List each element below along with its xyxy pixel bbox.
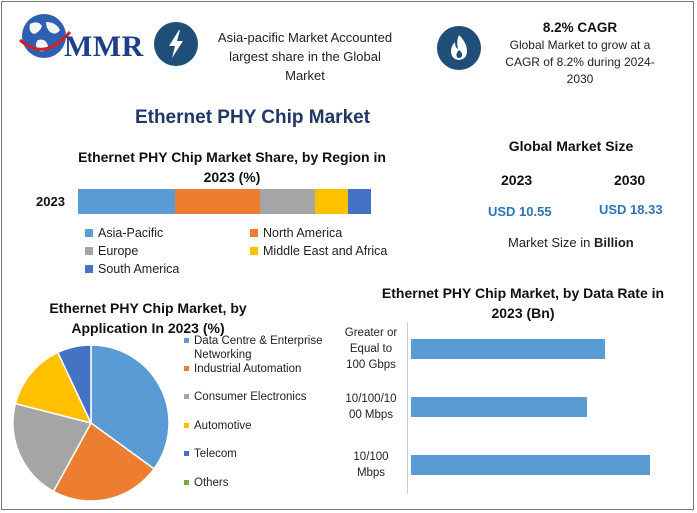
lightning-bolt-icon: [154, 22, 198, 66]
data-rate-category-label: Greater or Equal to 100 Gbps: [344, 327, 398, 371]
market-size-value-2030: USD 18.33: [599, 202, 663, 217]
insight-asia-pacific-share: Asia-pacific Market Accounted largest sh…: [217, 30, 393, 83]
region-chart-title: Ethernet PHY Chip Market Share, by Regio…: [78, 149, 386, 185]
logo-text: MMR: [64, 30, 144, 63]
data-rate-category-label: 10/100/10 00 Mbps: [345, 393, 397, 421]
region-stacked-bar: [78, 189, 371, 214]
pie-slice-data-centre-enterprise-networking: [90, 344, 170, 470]
bar-europe: [259, 189, 316, 214]
data-rate-bar: [411, 455, 650, 475]
bar-asia-pacific: [78, 189, 175, 214]
bar-north-america: [174, 189, 260, 214]
pie-slice-automotive: [14, 351, 93, 425]
data-rate-bar: [411, 339, 605, 359]
market-size-value-2023: USD 10.55: [488, 204, 552, 219]
legend-south-america: South America: [85, 262, 179, 276]
logo: MMR: [12, 8, 144, 70]
bar-south-america: [347, 189, 371, 214]
legend-europe: Europe: [85, 244, 138, 258]
pie-slice-consumer-electronics: [12, 402, 93, 493]
data-rate-category-label: 10/100 Mbps: [353, 451, 389, 479]
data-rate-axis-line: [407, 322, 408, 494]
pie-slice-telecom: [56, 344, 92, 424]
market-size-year-2030: 2030: [614, 172, 646, 188]
application-pie-chart: [12, 344, 170, 502]
market-size-title: Global Market Size: [508, 138, 634, 154]
cagr-title: 8.2% CAGR: [542, 20, 618, 35]
market-size-note: Market Size in Billion: [508, 235, 634, 250]
legend-asia-pacific: Asia-Pacific: [85, 226, 163, 240]
cagr-text: Global Market to grow at a CAGR of 8.2% …: [505, 38, 655, 86]
data-rate-chart-title: Ethernet PHY Chip Market, by Data Rate i…: [381, 285, 665, 321]
legend-north-america: North America: [250, 226, 342, 240]
page-title: Ethernet PHY Chip Market: [134, 107, 371, 128]
legend-middle-east-africa: Middle East and Africa: [250, 244, 387, 258]
market-size-year-2023: 2023: [501, 172, 533, 188]
globe-icon: [18, 14, 72, 58]
pie-slice-industrial-automation: [52, 421, 156, 502]
application-chart-title: Ethernet PHY Chip Market, by Application…: [49, 300, 247, 336]
bar-middle-east-africa: [315, 189, 348, 214]
data-rate-bar: [411, 397, 587, 417]
region-year-label: 2023: [36, 194, 65, 209]
flame-icon: [437, 26, 481, 70]
